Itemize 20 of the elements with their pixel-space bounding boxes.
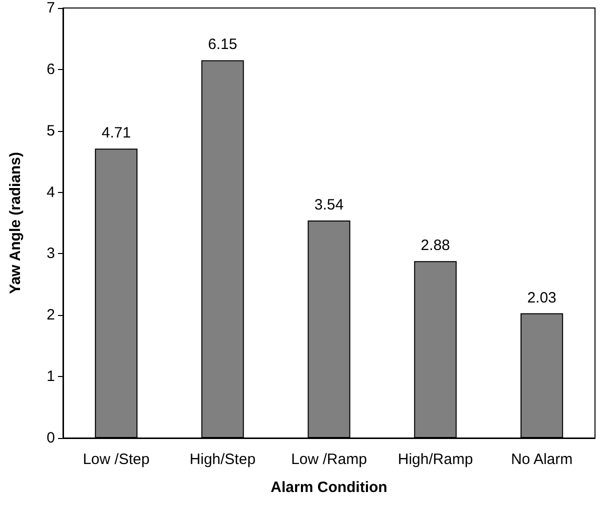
x-tick-label: Low /Ramp xyxy=(291,451,367,468)
y-tick-label: 3 xyxy=(46,245,55,262)
x-tick-label: High/Step xyxy=(190,451,256,468)
y-tick-label: 6 xyxy=(46,60,55,78)
data-label: 2.03 xyxy=(527,289,556,306)
data-label: 2.88 xyxy=(420,237,450,254)
x-tick-label: Low /Step xyxy=(82,451,150,468)
y-tick-label: 0 xyxy=(46,430,55,446)
y-tick-label: 1 xyxy=(46,368,55,386)
y-tick-label: 2 xyxy=(46,306,55,324)
data-label: 3.54 xyxy=(314,196,344,214)
x-tick-label: No Alarm xyxy=(510,451,573,468)
data-label: 6.15 xyxy=(208,36,238,54)
y-tick-label: 7 xyxy=(46,0,55,16)
y-axis-title: Yaw Angle (radians) xyxy=(7,152,24,294)
x-tick-label: High/Ramp xyxy=(398,451,473,468)
y-tick-label: 4 xyxy=(46,184,55,201)
data-label: 4.71 xyxy=(102,124,131,142)
y-tick-label: 5 xyxy=(46,122,55,140)
x-axis-title: Alarm Condition xyxy=(270,479,388,496)
